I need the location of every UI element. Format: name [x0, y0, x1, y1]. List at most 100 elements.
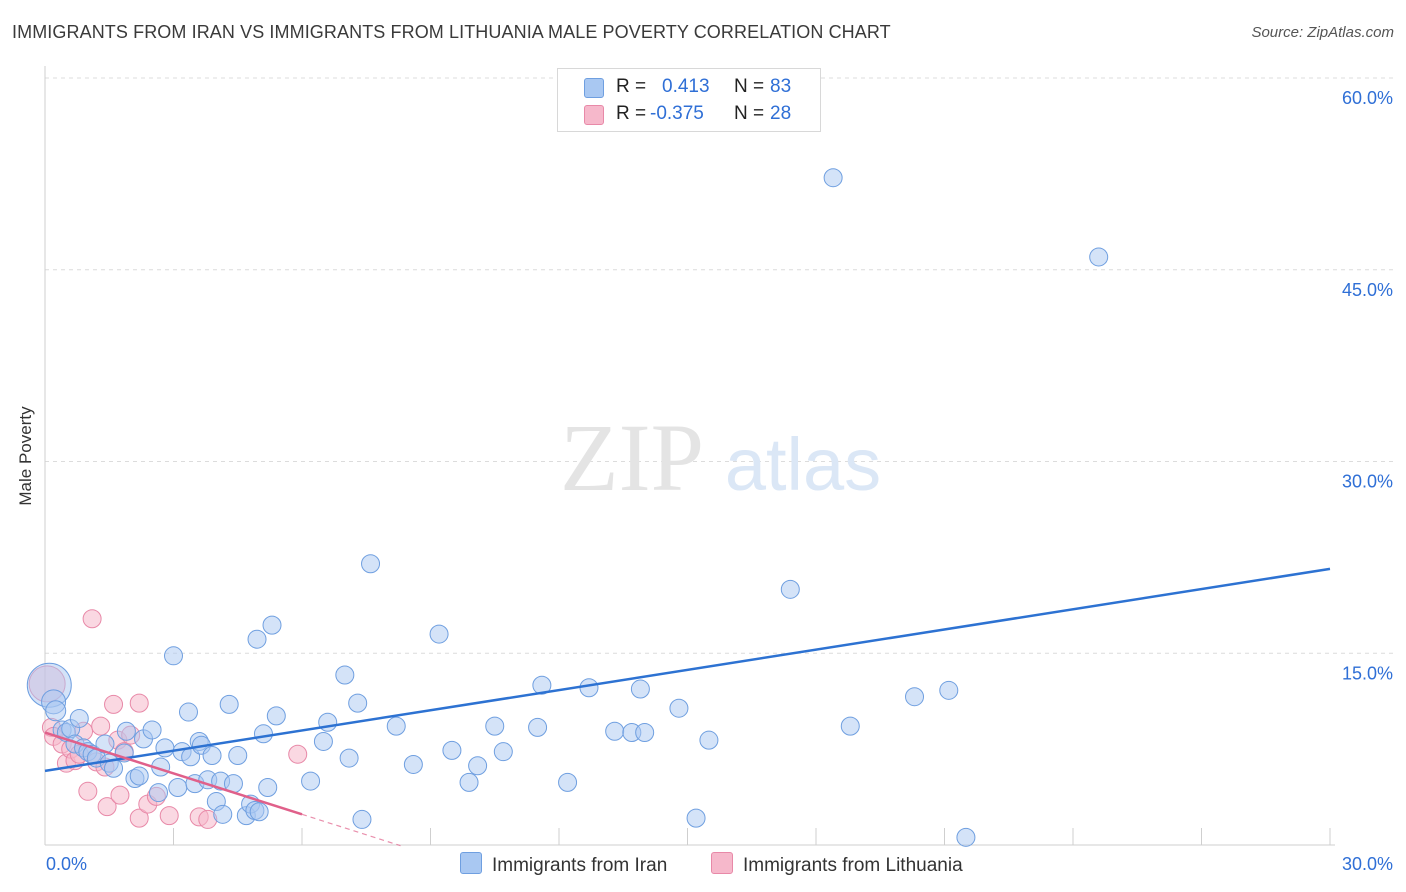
trend-line-lithuania-extension [301, 813, 401, 847]
bottom-legend-swatch-iran [460, 852, 482, 874]
point-lithuania [97, 797, 117, 817]
legend-r-label: R = [616, 76, 647, 97]
y-tick-label: 60.0% [1342, 88, 1393, 108]
point-iran [249, 802, 269, 822]
bottom-legend-swatch-lithuania [711, 852, 733, 874]
stats-legend: R = 0.413 N = 83 R = -0.375 N = 28 [557, 68, 821, 132]
point-iran [605, 721, 625, 741]
bottom-legend-lithuania: Immigrants from Lithuania [711, 852, 963, 877]
point-iran [164, 646, 183, 666]
watermark-zip: ZIP [560, 404, 704, 511]
point-lithuania [82, 609, 102, 629]
point-iran [202, 746, 222, 766]
point-lithuania [159, 806, 179, 826]
watermark: ZIP atlas [560, 404, 881, 511]
legend-r-value: 0.413 [662, 76, 710, 97]
y-tick-label: 30.0% [1342, 472, 1393, 492]
point-iran [178, 702, 198, 722]
point-iran [635, 723, 655, 743]
legend-r-value: -0.375 [650, 103, 704, 124]
point-iran [956, 827, 976, 847]
point-iran [149, 783, 169, 803]
chart-title: IMMIGRANTS FROM IRAN VS IMMIGRANTS FROM … [12, 22, 891, 42]
trend-line-lithuania [44, 731, 303, 816]
point-iran [493, 742, 513, 762]
point-lithuania [78, 781, 98, 801]
legend-swatch-iran [584, 78, 604, 98]
point-iran [579, 678, 599, 698]
point-iran [339, 748, 359, 768]
point-iran [348, 693, 368, 713]
y-tick-label: 15.0% [1342, 663, 1393, 683]
point-iran [228, 746, 248, 766]
source-label: Source: ZipAtlas.com [1251, 24, 1394, 41]
point-iran [301, 771, 321, 791]
point-iran [313, 731, 333, 751]
legend-n-value: 28 [770, 103, 792, 124]
point-iran [905, 687, 925, 707]
point-iran [386, 716, 406, 736]
point-iran [528, 717, 548, 737]
legend-r-label: R = [616, 103, 647, 124]
point-iran [247, 629, 267, 649]
y-tick-label: 45.0% [1342, 280, 1393, 300]
point-iran [69, 708, 89, 728]
point-iran [361, 554, 381, 574]
point-iran [266, 706, 286, 726]
point-lithuania [129, 808, 149, 828]
bottom-legend-label-lithuania: Immigrants from Lithuania [743, 855, 963, 876]
point-iran [840, 716, 860, 736]
point-iran [699, 730, 719, 750]
bottom-legend-iran: Immigrants from Iran [460, 852, 667, 877]
x-tick-label: 0.0% [46, 854, 87, 874]
point-iran [253, 724, 273, 744]
point-iran [630, 679, 650, 699]
point-iran [429, 624, 449, 644]
point-iran [168, 777, 188, 797]
axes [44, 66, 1335, 846]
point-iran [219, 694, 239, 714]
point-iran [686, 808, 706, 828]
trend-line-iran [44, 567, 1331, 773]
point-lithuania [288, 744, 308, 764]
point-iran [468, 756, 488, 776]
point-iran [532, 675, 552, 695]
bottom-legend-label-iran: Immigrants from Iran [492, 855, 668, 876]
watermark-atlas: atlas [725, 423, 881, 506]
point-iran [258, 777, 278, 797]
point-iran [485, 716, 505, 736]
point-iran [129, 766, 149, 786]
legend-n-label: N = [734, 103, 765, 124]
point-lithuania [129, 693, 149, 713]
point-lithuania [91, 716, 111, 736]
point-iran [442, 740, 462, 760]
point-iran [403, 754, 423, 774]
legend-n-value: 83 [770, 76, 792, 97]
point-iran [669, 698, 689, 718]
x-tick-label: 30.0% [1342, 854, 1393, 874]
point-iran [213, 804, 233, 824]
point-iran [558, 772, 578, 792]
point-iran [116, 721, 136, 741]
point-iran [335, 665, 355, 685]
point-iran [780, 579, 800, 599]
trend-lines [44, 567, 1331, 847]
gridlines [45, 77, 1395, 654]
point-iran [142, 720, 162, 740]
point-iran [939, 680, 959, 700]
legend-swatch-lithuania [584, 105, 604, 125]
tick-labels: 15.0% 30.0% 45.0% 60.0% 0.0% 30.0% [46, 88, 1393, 874]
point-iran [459, 772, 479, 792]
point-iran [262, 615, 282, 635]
point-iran [95, 734, 115, 754]
point-lithuania [110, 785, 130, 805]
legend-n-label: N = [734, 76, 765, 97]
point-iran [823, 168, 843, 188]
point-iran [1089, 247, 1109, 267]
point-lithuania [104, 694, 124, 714]
y-axis-label: Male Poverty [16, 406, 35, 506]
point-iran [352, 809, 372, 829]
point-iran [45, 700, 67, 722]
series-iran-points [26, 168, 1109, 847]
